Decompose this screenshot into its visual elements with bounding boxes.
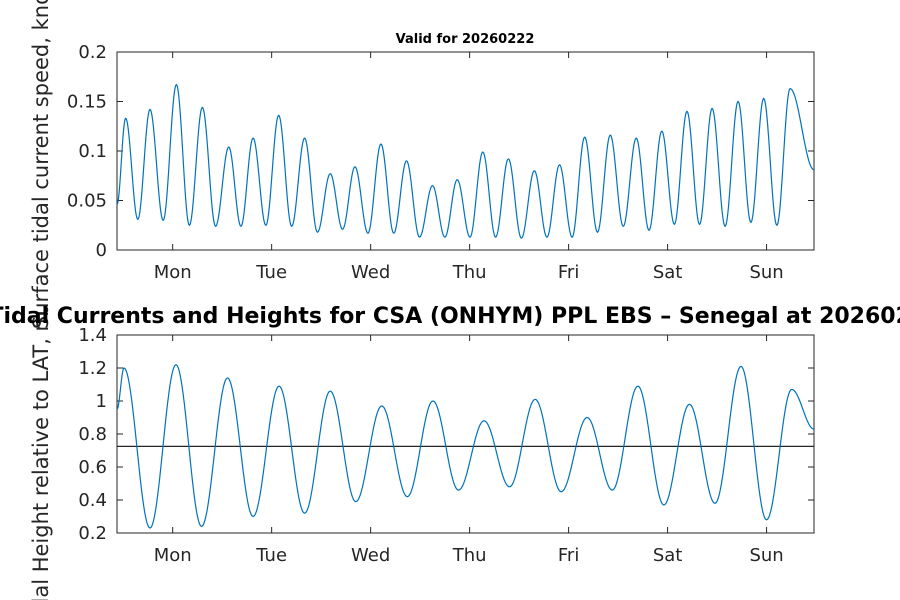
current-speed-y-tick-label: 0.2 [78, 42, 107, 63]
tidal-height-y-tick-label: 0.8 [78, 424, 107, 445]
tidal-height-x-tick-label: Thu [452, 545, 487, 566]
tidal-height-x-tick-label: Wed [351, 545, 390, 566]
tidal-height-x-tick-label: Mon [154, 545, 192, 566]
current-speed-x-tick-label: Sat [653, 262, 683, 283]
tidal-height-y-tick-label: 1 [96, 391, 107, 412]
current-speed-y-tick-label: 0.05 [67, 191, 107, 212]
current-speed-y-axis-label: Surface tidal current speed, knots [29, 0, 53, 329]
current-speed-y-tick-label: 0.1 [78, 141, 107, 162]
tidal-height-chart-title: Tidal Currents and Heights for CSA (ONHY… [0, 304, 900, 329]
tidal-height-y-tick-label: 0.2 [78, 523, 107, 544]
current-speed-y-tick-label: 0.15 [67, 92, 107, 113]
tidal-height-series-line [116, 363, 815, 529]
current-speed-x-tick-label: Sun [749, 262, 783, 283]
tidal-height-y-ticks: 0.2 0.4 0.6 0.8 1 1.2 1.4 [78, 325, 814, 544]
current-speed-y-tick-label: 0 [96, 240, 107, 261]
current-speed-x-ticks: Mon Tue Wed Thu Fri Sat Sun [154, 52, 784, 283]
tidal-height-axes [116, 334, 815, 534]
tidal-height-y-tick-label: 1.4 [78, 325, 107, 346]
tidal-height-x-tick-label: Tue [255, 545, 287, 566]
tidal-height-x-tick-label: Sat [653, 545, 683, 566]
current-speed-x-tick-label: Fri [558, 262, 579, 283]
tidal-height-x-tick-label: Sun [749, 545, 783, 566]
current-speed-chart-title: Valid for 20260222 [396, 32, 535, 47]
tidal-height-y-tick-label: 1.2 [78, 358, 107, 379]
current-speed-series-line [116, 83, 815, 239]
current-speed-panel: 0 0.05 0.1 0.15 0.2 Mon Tue Wed Thu Fri Sat Sun Va… [29, 0, 815, 329]
current-speed-x-tick-label: Tue [255, 262, 287, 283]
tidal-height-panel: 0.2 0.4 0.6 0.8 1 1.2 1.4 Mon Tue Wed Thu Fri Sat Su… [0, 304, 900, 600]
tidal-height-y-tick-label: 0.6 [78, 457, 107, 478]
current-speed-x-tick-label: Mon [154, 262, 192, 283]
current-speed-x-tick-label: Thu [452, 262, 487, 283]
current-speed-y-ticks: 0 0.05 0.1 0.15 0.2 [67, 42, 814, 261]
tidal-height-y-axis-label: Tidal Height relative to LAT, m [29, 311, 53, 600]
tidal-height-x-ticks: Mon Tue Wed Thu Fri Sat Sun [154, 335, 784, 566]
current-speed-x-tick-label: Wed [351, 262, 390, 283]
tidal-height-x-tick-label: Fri [558, 545, 579, 566]
tidal-height-y-tick-label: 0.4 [78, 490, 107, 511]
